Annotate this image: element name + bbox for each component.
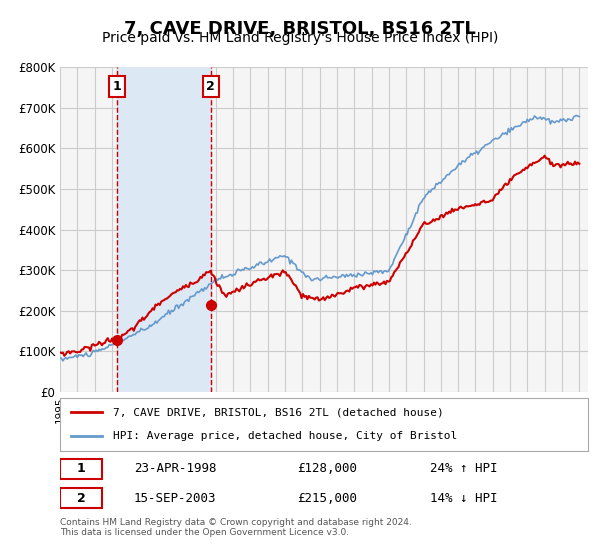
- Text: Price paid vs. HM Land Registry's House Price Index (HPI): Price paid vs. HM Land Registry's House …: [102, 31, 498, 45]
- Text: Contains HM Land Registry data © Crown copyright and database right 2024.
This d: Contains HM Land Registry data © Crown c…: [60, 518, 412, 538]
- FancyBboxPatch shape: [60, 488, 102, 508]
- FancyBboxPatch shape: [60, 459, 102, 479]
- Text: 23-APR-1998: 23-APR-1998: [134, 463, 217, 475]
- Text: HPI: Average price, detached house, City of Bristol: HPI: Average price, detached house, City…: [113, 431, 457, 441]
- Text: 14% ↓ HPI: 14% ↓ HPI: [430, 492, 497, 505]
- Text: 24% ↑ HPI: 24% ↑ HPI: [430, 463, 497, 475]
- Text: £128,000: £128,000: [298, 463, 358, 475]
- Bar: [118, 67, 211, 392]
- Text: 7, CAVE DRIVE, BRISTOL, BS16 2TL: 7, CAVE DRIVE, BRISTOL, BS16 2TL: [124, 20, 476, 38]
- Text: 15-SEP-2003: 15-SEP-2003: [134, 492, 217, 505]
- Text: 1: 1: [113, 80, 122, 93]
- Text: 7, CAVE DRIVE, BRISTOL, BS16 2TL (detached house): 7, CAVE DRIVE, BRISTOL, BS16 2TL (detach…: [113, 408, 443, 418]
- Text: £215,000: £215,000: [298, 492, 358, 505]
- Text: 1: 1: [77, 463, 85, 475]
- Text: 2: 2: [77, 492, 85, 505]
- Text: 2: 2: [206, 80, 215, 93]
